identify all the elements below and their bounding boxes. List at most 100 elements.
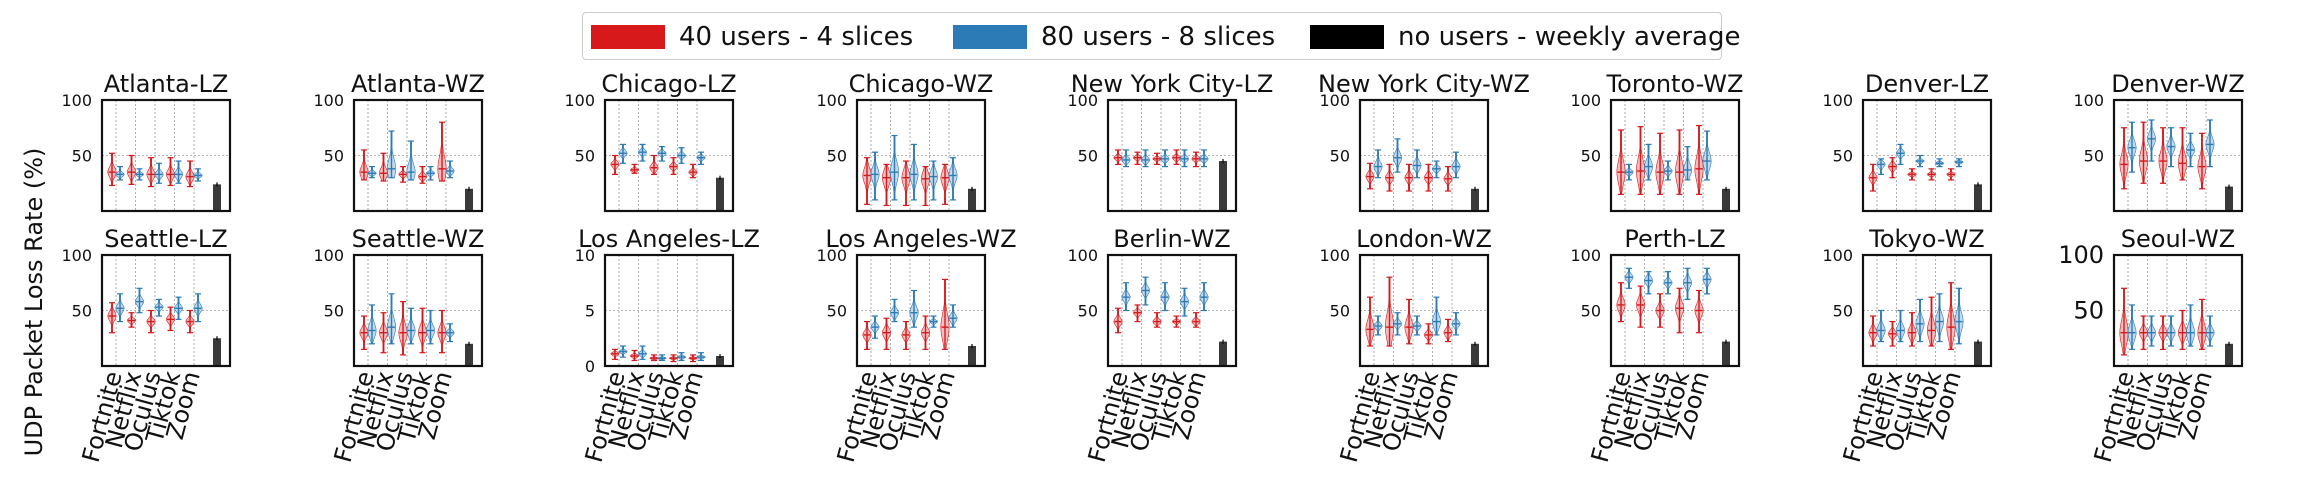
baseline-bar [465, 343, 473, 366]
baseline-bar [1219, 341, 1227, 366]
baseline-bar [465, 188, 473, 211]
panel-frame [1609, 98, 1741, 213]
panel-denver-wz: Denver-WZ 50 100 [2073, 70, 2245, 213]
panel-perth-lz: Perth-LZ50100FortniteNetflixOculusTiktok… [1570, 225, 1741, 465]
panel-frame [2112, 98, 2244, 213]
y-tick-label: 100 [1822, 91, 1853, 110]
panel-frame [855, 253, 987, 368]
baseline-bar [213, 338, 221, 366]
panel-frame [100, 98, 232, 213]
y-tick-label: 100 [1067, 246, 1098, 265]
baseline-bar [2225, 343, 2233, 366]
baseline-bar [1722, 188, 1730, 211]
y-tick-label: 100 [1067, 91, 1098, 110]
panel-frame [1106, 98, 1238, 213]
y-tick-label: 100 [1570, 246, 1601, 265]
y-tick-label: 50 [2073, 297, 2104, 325]
panel-seattle-wz: Seattle-WZ50100FortniteNetflixOculusTikt… [313, 225, 484, 465]
panel-frame [603, 253, 735, 368]
y-tick-label: 50 [827, 302, 847, 321]
y-tick-label: 100 [2073, 91, 2104, 110]
baseline-bar [1471, 343, 1479, 366]
panel-chicago-wz: Chicago-WZ 50 100 [816, 70, 994, 213]
y-tick-label: 50 [1330, 147, 1350, 166]
panel-title: Seattle-WZ [352, 225, 485, 253]
panel-title: New York City-LZ [1071, 70, 1274, 98]
y-tick-label: 50 [1078, 302, 1098, 321]
panel-frame [855, 98, 987, 213]
y-tick-label: 50 [72, 147, 92, 166]
baseline-bar [716, 356, 724, 366]
panel-new-york-city-lz: New York City-LZ 50 100 [1067, 70, 1274, 213]
y-tick-label: 50 [1833, 302, 1853, 321]
y-tick-label: 50 [1581, 147, 1601, 166]
legend-label: 80 users - 8 slices [1041, 22, 1276, 52]
panel-title: Toronto-WZ [1606, 70, 1744, 98]
y-tick-label: 50 [1581, 302, 1601, 321]
panel-toronto-wz: Toronto-WZ 50 100 [1570, 70, 1744, 213]
panel-frame [2112, 253, 2244, 368]
panel-denver-lz: Denver-LZ 50 100 [1822, 70, 1993, 213]
y-tick-label: 50 [1078, 147, 1098, 166]
panel-berlin-wz: Berlin-WZ50100FortniteNetflixOculusTikto… [1067, 225, 1238, 465]
y-tick-label: 100 [61, 246, 92, 265]
baseline-bar [968, 188, 976, 211]
panel-title: Seattle-LZ [104, 225, 227, 253]
y-tick-label: 100 [313, 91, 344, 110]
panel-seoul-wz: Seoul-WZ50100FortniteNetflixOculusTiktok… [2058, 225, 2244, 465]
panel-chicago-lz: Chicago-LZ 50 100 [564, 70, 737, 213]
baseline-bar [2225, 186, 2233, 211]
panel-los-angeles-wz: Los Angeles-WZ50100FortniteNetflixOculus… [816, 225, 1016, 465]
panel-frame [1609, 253, 1741, 368]
panel-frame [352, 253, 484, 368]
y-tick-label: 100 [61, 91, 92, 110]
panel-title: Atlanta-LZ [104, 70, 229, 98]
panel-tokyo-wz: Tokyo-WZ50100FortniteNetflixOculusTiktok… [1822, 225, 1993, 465]
y-tick-label: 50 [324, 147, 344, 166]
y-tick-label: 100 [2058, 241, 2104, 269]
y-tick-label: 50 [72, 302, 92, 321]
y-tick-label: 100 [1319, 246, 1350, 265]
panel-title: Seoul-WZ [2121, 225, 2235, 253]
y-tick-label: 50 [1330, 302, 1350, 321]
y-tick-label: 50 [827, 147, 847, 166]
y-tick-label: 50 [575, 147, 595, 166]
panel-title: Chicago-LZ [601, 70, 736, 98]
y-tick-label: 100 [1822, 246, 1853, 265]
legend-label: no users - weekly average [1398, 22, 1741, 52]
panel-los-angeles-lz: Los Angeles-LZ0510FortniteNetflixOculusT… [575, 225, 760, 465]
y-axis-label: UDP Packet Loss Rate (%) [20, 147, 48, 457]
legend-swatch-black [1310, 25, 1384, 49]
legend-label: 40 users - 4 slices [679, 22, 914, 52]
y-tick-label: 0 [585, 357, 595, 376]
panel-title: Los Angeles-WZ [825, 225, 1016, 253]
y-tick-label: 100 [313, 246, 344, 265]
baseline-bar [1974, 184, 1982, 211]
panel-title: Berlin-WZ [1113, 225, 1231, 253]
panel-new-york-city-wz: New York City-WZ 50 100 [1318, 70, 1530, 213]
baseline-bar [1974, 341, 1982, 366]
panel-frame [1861, 98, 1993, 213]
y-tick-label: 100 [564, 91, 595, 110]
y-tick-label: 10 [575, 246, 595, 265]
legend-item-no-users: no users - weekly average [1310, 22, 1741, 52]
baseline-bar [1471, 188, 1479, 211]
y-tick-label: 5 [585, 302, 595, 321]
baseline-bar [716, 177, 724, 211]
panel-title: Perth-LZ [1624, 225, 1725, 253]
panel-london-wz: London-WZ50100FortniteNetflixOculusTikto… [1319, 225, 1491, 465]
legend-item-40-users: 40 users - 4 slices [591, 22, 914, 52]
panel-title: Chicago-WZ [849, 70, 994, 98]
panel-frame [603, 98, 735, 213]
legend: 40 users - 4 slices 80 users - 8 slices … [582, 12, 1740, 60]
panel-atlanta-wz: Atlanta-WZ 50 100 [313, 70, 485, 213]
panel-title: New York City-WZ [1318, 70, 1530, 98]
panel-title: Los Angeles-LZ [578, 225, 760, 253]
y-tick-label: 100 [816, 246, 847, 265]
panel-frame [100, 253, 232, 368]
y-tick-label: 50 [1833, 147, 1853, 166]
legend-swatch-blue [953, 25, 1027, 49]
panel-frame [1358, 98, 1490, 213]
panel-frame [1106, 253, 1238, 368]
baseline-bar [1722, 341, 1730, 366]
